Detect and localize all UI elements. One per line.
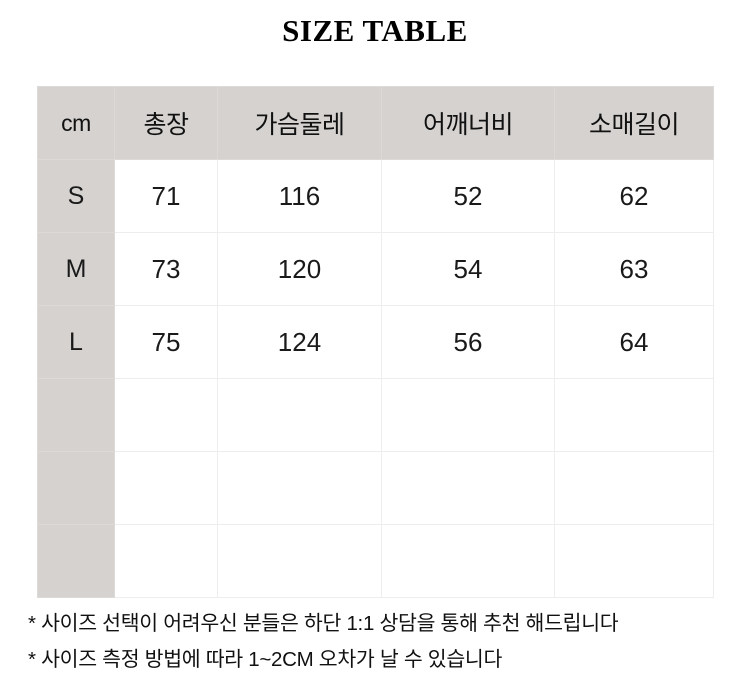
value-cell-chest: [217, 451, 382, 525]
size-table: cm 총장 가슴둘레 어깨너비 소매길이 S 71 116 52 62 M: [37, 86, 714, 598]
size-table-container: cm 총장 가슴둘레 어깨너비 소매길이 S 71 116 52 62 M: [37, 86, 714, 598]
value-cell-sleeve: 64: [554, 305, 714, 379]
size-label-cell: [37, 378, 115, 452]
value-cell-sleeve: [554, 451, 714, 525]
value-cell-sleeve: [554, 378, 714, 452]
value-cell-shoulder: 54: [381, 232, 555, 306]
value-cell-shoulder: [381, 378, 555, 452]
value-cell-sleeve: [554, 524, 714, 598]
table-row-empty: [37, 524, 714, 598]
header-cell-sleeve: 소매길이: [554, 86, 714, 160]
value-cell-chest: [217, 378, 382, 452]
page-title: SIZE TABLE: [282, 13, 468, 48]
header-cell-total-length: 총장: [114, 86, 218, 160]
value-cell-total-length: [114, 524, 218, 598]
value-cell-total-length: [114, 378, 218, 452]
size-label-cell: [37, 451, 115, 525]
value-cell-total-length: 71: [114, 159, 218, 233]
value-cell-shoulder: 52: [381, 159, 555, 233]
page-title-wrap: SIZE TABLE: [0, 13, 750, 48]
value-cell-total-length: [114, 451, 218, 525]
table-row-empty: [37, 451, 714, 525]
table-row: S 71 116 52 62: [37, 159, 714, 233]
header-cell-chest: 가슴둘레: [217, 86, 382, 160]
value-cell-shoulder: [381, 451, 555, 525]
note-consultation: * 사이즈 선택이 어려우신 분들은 하단 1:1 상담을 통해 추천 해드립니…: [28, 612, 619, 635]
value-cell-chest: 124: [217, 305, 382, 379]
title-watermark: [232, 40, 382, 52]
size-table-head: cm 총장 가슴둘레 어깨너비 소매길이: [37, 86, 714, 160]
size-notes: * 사이즈 선택이 어려우신 분들은 하단 1:1 상담을 통해 추천 해드립니…: [28, 606, 728, 678]
size-label-cell: [37, 524, 115, 598]
value-cell-chest: 116: [217, 159, 382, 233]
header-cell-shoulder: 어깨너비: [381, 86, 555, 160]
value-cell-sleeve: 63: [554, 232, 714, 306]
table-row-empty: [37, 378, 714, 452]
value-cell-shoulder: [381, 524, 555, 598]
header-cell-unit: cm: [37, 86, 115, 160]
size-table-body: S 71 116 52 62 M 73 120 54 63 L 75 124: [37, 159, 714, 598]
value-cell-sleeve: 62: [554, 159, 714, 233]
value-cell-chest: [217, 524, 382, 598]
value-cell-total-length: 75: [114, 305, 218, 379]
table-row: L 75 124 56 64: [37, 305, 714, 379]
table-row: M 73 120 54 63: [37, 232, 714, 306]
size-label-cell: L: [37, 305, 115, 379]
size-label-cell: S: [37, 159, 115, 233]
value-cell-shoulder: 56: [381, 305, 555, 379]
size-label-cell: M: [37, 232, 115, 306]
table-header-row: cm 총장 가슴둘레 어깨너비 소매길이: [37, 86, 714, 160]
value-cell-total-length: 73: [114, 232, 218, 306]
value-cell-chest: 120: [217, 232, 382, 306]
note-measurement-tolerance: * 사이즈 측정 방법에 따라 1~2CM 오차가 날 수 있습니다: [28, 648, 503, 671]
